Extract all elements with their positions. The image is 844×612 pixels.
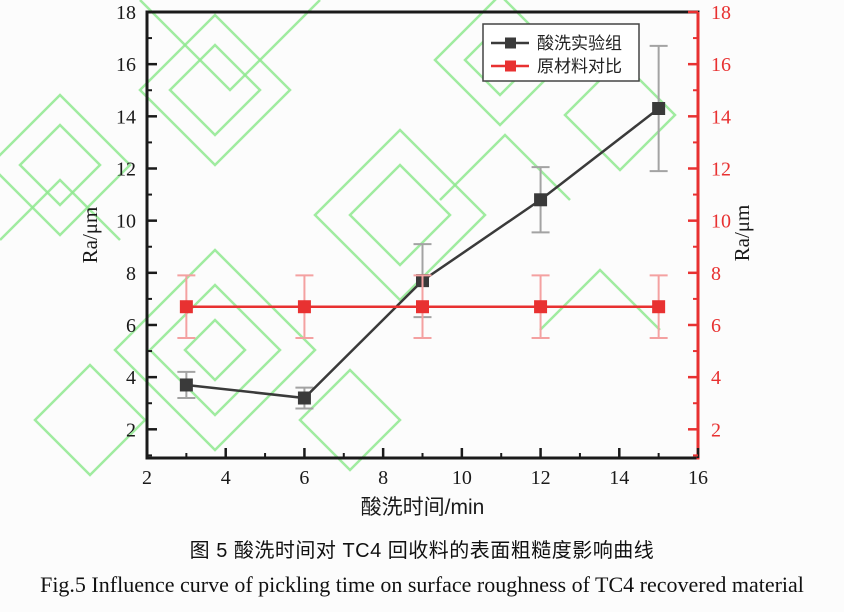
data-point-marker (652, 300, 666, 314)
data-point-marker (534, 300, 548, 314)
y-left-tick-label: 12 (116, 158, 136, 180)
x-tick-label: 10 (452, 467, 472, 489)
caption-english: Fig.5 Influence curve of pickling time o… (40, 572, 804, 597)
y-left-tick-label: 4 (126, 367, 136, 389)
y-right-tick-label: 18 (711, 2, 731, 24)
y-axis-title-right: Ra/μm (730, 205, 754, 262)
legend-label: 原材料对比 (537, 57, 622, 76)
y-left-tick-label: 18 (116, 2, 136, 24)
roughness-chart: 2 4 6 8 10 12 14 16 2 4 6 8 10 12 14 16 18 2 4 6 8 10 12 14 16 18… (78, 2, 754, 519)
x-tick-label: 8 (378, 467, 388, 489)
data-point-marker (297, 391, 311, 405)
y-right-tick-label: 14 (711, 106, 731, 128)
data-point-marker (179, 378, 193, 392)
y-right-tick-label: 4 (711, 367, 721, 389)
x-tick-label: 14 (609, 467, 629, 489)
y-right-tick-label: 16 (711, 54, 731, 76)
y-axis-title-left: Ra/μm (78, 207, 102, 264)
y-left-tick-label: 10 (116, 211, 136, 233)
y-right-tick-label: 10 (711, 211, 731, 233)
x-tick-label: 16 (688, 467, 708, 489)
legend-marker (505, 60, 516, 72)
data-point-marker (652, 102, 666, 116)
series-1 (177, 44, 668, 410)
data-point-marker (534, 193, 548, 207)
y-right-tick-label: 2 (711, 419, 721, 441)
y-left-tick-label: 16 (116, 54, 136, 76)
y-right-tick-label: 12 (711, 158, 731, 180)
y-right-tick-label: 6 (711, 315, 721, 337)
y-right-tick-label: 8 (711, 263, 721, 285)
data-point-marker (297, 300, 311, 314)
x-tick-label: 4 (221, 467, 231, 489)
y-left-tick-label: 8 (126, 263, 136, 285)
legend-marker (505, 37, 516, 49)
x-tick-label: 6 (299, 467, 309, 489)
legend-item: 原材料对比 (491, 57, 622, 76)
data-point-marker (416, 300, 429, 314)
legend-item: 酸洗实验组 (491, 34, 622, 53)
x-axis-title: 酸洗时间/min (361, 496, 485, 519)
x-tick-label: 2 (142, 467, 152, 489)
y-left-tick-label: 2 (126, 419, 136, 441)
caption-chinese: 图 5 酸洗时间对 TC4 回收料的表面粗糙度影响曲线 (189, 540, 655, 562)
y-left-tick-label: 6 (126, 315, 136, 337)
legend-label: 酸洗实验组 (537, 34, 622, 53)
series-2 (177, 274, 668, 340)
y-left-tick-label: 14 (116, 106, 136, 128)
x-tick-label: 12 (531, 467, 551, 489)
data-point-marker (179, 300, 193, 314)
